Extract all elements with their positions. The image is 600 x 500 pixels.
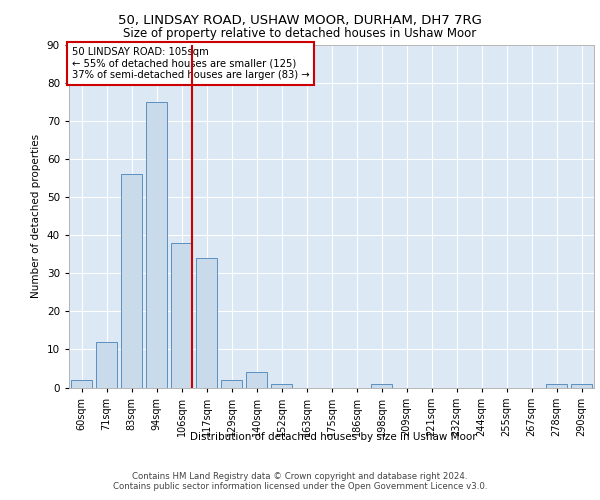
Y-axis label: Number of detached properties: Number of detached properties (31, 134, 41, 298)
Bar (246, 372, 267, 388)
Bar (196, 258, 217, 388)
Bar (221, 380, 242, 388)
Bar (71, 380, 92, 388)
Bar (371, 384, 392, 388)
Bar (146, 102, 167, 388)
Bar (96, 342, 117, 388)
Bar (546, 384, 567, 388)
Bar (271, 384, 292, 388)
Text: Contains HM Land Registry data © Crown copyright and database right 2024.: Contains HM Land Registry data © Crown c… (132, 472, 468, 481)
Text: Distribution of detached houses by size in Ushaw Moor: Distribution of detached houses by size … (190, 432, 476, 442)
Text: 50, LINDSAY ROAD, USHAW MOOR, DURHAM, DH7 7RG: 50, LINDSAY ROAD, USHAW MOOR, DURHAM, DH… (118, 14, 482, 27)
Bar (121, 174, 142, 388)
Text: Contains public sector information licensed under the Open Government Licence v3: Contains public sector information licen… (113, 482, 487, 491)
Bar (571, 384, 592, 388)
Text: Size of property relative to detached houses in Ushaw Moor: Size of property relative to detached ho… (124, 28, 476, 40)
Bar (171, 243, 192, 388)
Text: 50 LINDSAY ROAD: 105sqm
← 55% of detached houses are smaller (125)
37% of semi-d: 50 LINDSAY ROAD: 105sqm ← 55% of detache… (71, 46, 309, 80)
